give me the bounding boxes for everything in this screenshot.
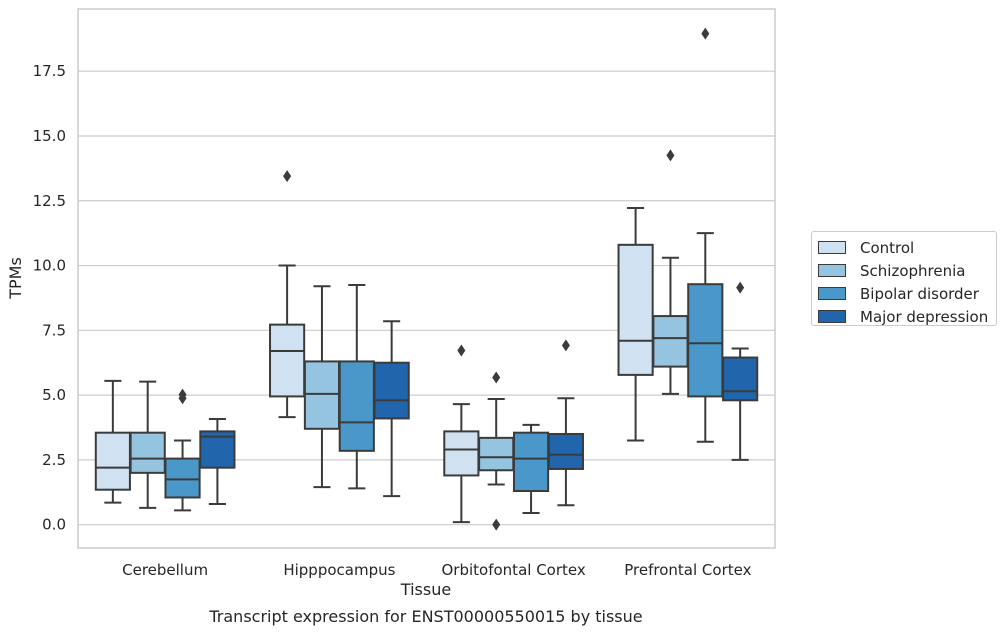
x-tick-labels: Cerebellum Hipppocampus Orbitofontal Corte… (122, 561, 751, 579)
x-tick-label-1: Hipppocampus (283, 561, 395, 579)
x-tick-label-3: Prefrontal Cortex (624, 561, 751, 579)
box-iqr (94, 431, 131, 491)
x-tick-label-2: Orbitofontal Cortex (442, 561, 586, 579)
legend-item-control: Control (818, 236, 996, 259)
y-tick-label-5: 12.5 (33, 192, 66, 210)
box-iqr (547, 432, 584, 470)
plot-frame (77, 8, 776, 549)
box-iqr (722, 356, 759, 402)
box-0-2 (164, 388, 201, 512)
outlier-0 (561, 339, 570, 352)
x-tick-label-0: Cerebellum (122, 561, 208, 579)
box-3-2 (687, 27, 724, 443)
outlier-0 (283, 170, 292, 183)
box-3-3 (722, 281, 759, 461)
y-tick-label-1: 2.5 (42, 451, 66, 469)
box-1-3 (373, 320, 410, 498)
box-iqr (617, 243, 654, 376)
box-3-1 (652, 149, 689, 395)
chart-title: Transcript expression for ENST0000055001… (208, 607, 642, 626)
outlier-0 (736, 281, 745, 294)
box-iqr (443, 430, 480, 477)
box-0-0 (94, 379, 131, 504)
boxes (94, 27, 759, 531)
legend-label-major-depression: Major depression (860, 307, 989, 326)
legend-label-bipolar-disorder: Bipolar disorder (860, 284, 979, 303)
y-tick-label-7: 17.5 (33, 62, 66, 80)
legend-swatch-control (818, 241, 846, 254)
legend-item-bipolar-disorder: Bipolar disorder (818, 282, 996, 305)
box-iqr (687, 283, 724, 398)
box-2-3 (547, 339, 584, 507)
box-iqr (512, 431, 550, 492)
legend-label-control: Control (860, 238, 915, 257)
box-2-0 (443, 344, 480, 524)
outlier-1 (492, 518, 501, 531)
legend: Control Schizophrenia Bipolar disorder M… (811, 231, 997, 326)
box-iqr (478, 436, 515, 472)
box-iqr (652, 315, 689, 368)
outlier-0 (492, 371, 501, 384)
box-iqr (129, 431, 166, 474)
legend-item-schizophrenia: Schizophrenia (818, 259, 996, 282)
legend-swatch-major-depression (818, 310, 846, 323)
box-iqr (338, 360, 375, 452)
box-0-3 (199, 417, 236, 505)
box-1-1 (303, 285, 341, 489)
box-iqr (269, 323, 306, 398)
y-tick-label-3: 7.5 (42, 321, 66, 339)
legend-item-major-depression: Major depression (818, 305, 996, 328)
box-iqr (373, 361, 410, 420)
box-3-0 (617, 207, 654, 442)
y-tick-label-4: 10.0 (33, 257, 66, 275)
y-tick-label-0: 0.0 (42, 516, 66, 534)
y-tick-label-6: 15.0 (33, 127, 66, 145)
outlier-0 (457, 344, 466, 357)
box-0-1 (129, 380, 166, 509)
legend-label-schizophrenia: Schizophrenia (860, 261, 966, 280)
y-axis-label: TPMs (6, 257, 25, 300)
box-1-2 (338, 283, 375, 490)
legend-swatch-bipolar-disorder (818, 287, 846, 300)
outlier-1 (178, 392, 187, 405)
outlier-0 (666, 149, 675, 162)
box-1-0 (269, 170, 306, 419)
box-iqr (164, 457, 201, 499)
box-iqr (303, 360, 341, 430)
x-axis-label: Tissue (400, 580, 451, 599)
y-tick-label-2: 5.0 (42, 386, 66, 404)
box-2-2 (512, 423, 550, 515)
y-tick-labels: 0.0 2.5 5.0 7.5 10.0 12.5 15.0 17.5 (33, 62, 66, 533)
outlier-0 (701, 27, 710, 40)
legend-swatch-schizophrenia (818, 264, 846, 277)
